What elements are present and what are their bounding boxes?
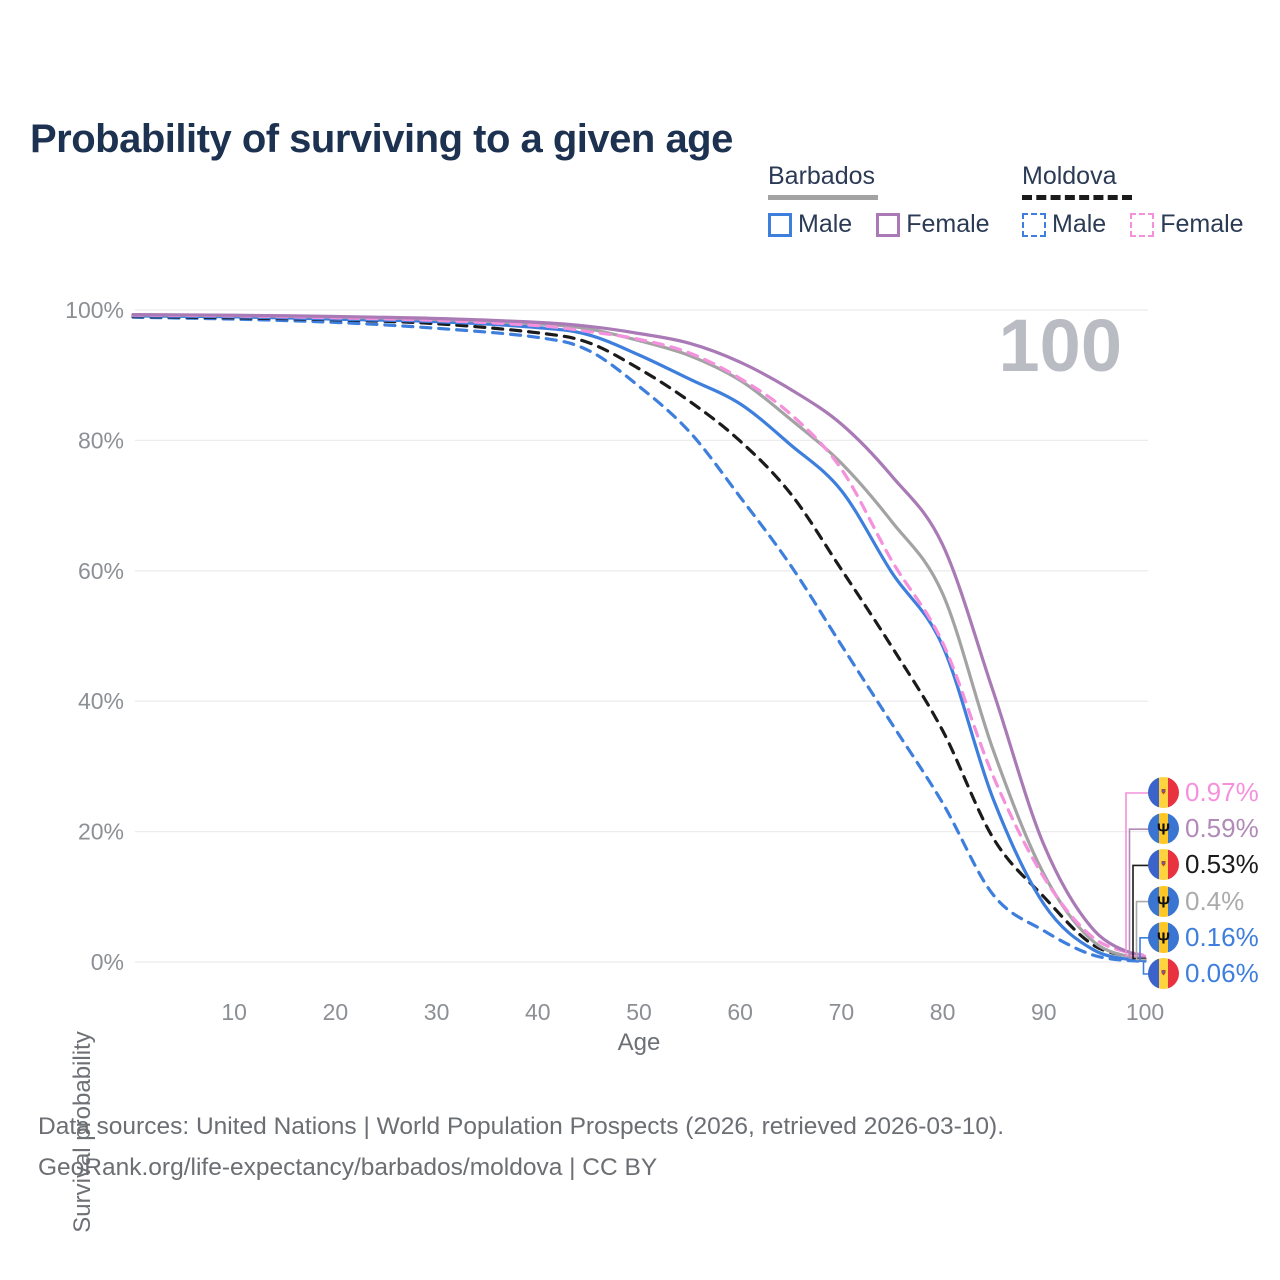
- y-tick-label: 0%: [91, 949, 124, 975]
- moldova-series-style-line: [1022, 195, 1132, 200]
- legend-item-barbados-male[interactable]: Male: [768, 210, 852, 239]
- legend-item-label: Male: [798, 210, 853, 238]
- barbados-flag-icon: Ψ: [1148, 921, 1179, 953]
- barbados-flag-chip: Ψ: [1148, 921, 1179, 953]
- svg-text:Ψ: Ψ: [1157, 822, 1170, 839]
- legend-item-label: Female: [1160, 210, 1244, 238]
- legend-item-label: Female: [906, 210, 990, 238]
- legend-item-barbados-female[interactable]: Female: [876, 210, 990, 239]
- end-label-barbados-female: Ψ 0.59%: [1148, 813, 1259, 845]
- moldova-flag-chip: [1148, 849, 1179, 881]
- end-label-value: 0.53%: [1185, 849, 1259, 880]
- barbados-flag-icon: Ψ: [1148, 885, 1179, 917]
- x-tick-label: 30: [424, 999, 450, 1025]
- x-tick-label: 100: [1126, 999, 1164, 1025]
- survival-curve-barbados-female[interactable]: [131, 313, 1147, 960]
- end-label-value: 0.4%: [1185, 885, 1245, 916]
- svg-text:Ψ: Ψ: [1157, 930, 1170, 947]
- legend-item-moldova-female[interactable]: Female: [1130, 210, 1244, 239]
- age-counter-watermark: 100: [999, 304, 1122, 387]
- x-tick-label: 10: [221, 999, 247, 1025]
- legend-item-label: Male: [1052, 210, 1107, 238]
- survival-curve-barbados-both[interactable]: [131, 313, 1147, 961]
- moldova-male-checkbox[interactable]: [1022, 212, 1046, 237]
- end-label-leader-line: [1142, 960, 1150, 975]
- legend-group-barbados: Barbados Male Female: [768, 162, 990, 239]
- barbados-female-checkbox[interactable]: [876, 212, 901, 237]
- legend-item-moldova-male[interactable]: Male: [1022, 210, 1106, 239]
- footer-attribution: GeoRank.org/life-expectancy/barbados/mol…: [38, 1154, 658, 1181]
- end-label-moldova-female: 0.97%: [1148, 777, 1259, 808]
- end-label-value: 0.06%: [1185, 958, 1259, 988]
- end-label-moldova-both-sexes: 0.53%: [1148, 849, 1259, 881]
- x-tick-label: 90: [1031, 999, 1057, 1025]
- legend-group-title-barbados[interactable]: Barbados: [768, 162, 876, 190]
- end-label-barbados-male: Ψ 0.16%: [1148, 921, 1259, 953]
- x-axis-title: Age: [618, 1029, 661, 1056]
- end-label-value: 0.97%: [1185, 777, 1259, 807]
- x-tick-label: 70: [829, 999, 855, 1025]
- barbados-flag-icon: Ψ: [1148, 813, 1179, 845]
- barbados-flag-chip: Ψ: [1148, 813, 1179, 845]
- moldova-flag-icon: [1148, 849, 1179, 881]
- moldova-flag-chip: [1148, 777, 1179, 808]
- moldova-female-checkbox[interactable]: [1130, 212, 1155, 237]
- y-tick-label: 60%: [78, 558, 124, 584]
- page-title: Probability of surviving to a given age: [30, 116, 733, 161]
- footer: Data sources: United Nations | World Pop…: [38, 1106, 1004, 1188]
- legend-group-moldova: Moldova Male Female: [1022, 162, 1244, 239]
- legend-group-title-moldova[interactable]: Moldova: [1022, 162, 1117, 190]
- end-label-value: 0.59%: [1185, 813, 1259, 844]
- barbados-series-style-line: [768, 195, 878, 200]
- svg-text:Ψ: Ψ: [1157, 894, 1170, 911]
- x-tick-label: 40: [525, 999, 551, 1025]
- y-tick-label: 40%: [78, 688, 124, 714]
- survival-curve-moldova-female[interactable]: [131, 313, 1147, 958]
- barbados-male-checkbox[interactable]: [768, 212, 792, 237]
- y-tick-label: 80%: [78, 427, 124, 453]
- y-tick-label: 100%: [65, 297, 124, 323]
- moldova-flag-chip: [1148, 958, 1179, 989]
- survival-curve-barbados-male[interactable]: [131, 314, 1147, 963]
- moldova-flag-icon: [1148, 777, 1179, 808]
- survival-curve-moldova-male[interactable]: [131, 315, 1147, 964]
- end-label-moldova-male: 0.06%: [1148, 958, 1259, 989]
- end-label-barbados-both-sexes: Ψ 0.4%: [1148, 885, 1245, 917]
- survival-curve-moldova-both[interactable]: [131, 314, 1147, 961]
- y-tick-label: 20%: [78, 819, 124, 845]
- footer-data-sources: Data sources: United Nations | World Pop…: [38, 1113, 1005, 1140]
- x-tick-label: 80: [930, 999, 956, 1025]
- x-tick-label: 20: [323, 999, 349, 1025]
- moldova-flag-icon: [1148, 958, 1179, 989]
- end-label-value: 0.16%: [1185, 921, 1259, 952]
- x-tick-label: 60: [727, 999, 753, 1025]
- x-tick-label: 50: [626, 999, 652, 1025]
- barbados-flag-chip: Ψ: [1148, 885, 1179, 917]
- end-label-leader-line: [1135, 900, 1150, 961]
